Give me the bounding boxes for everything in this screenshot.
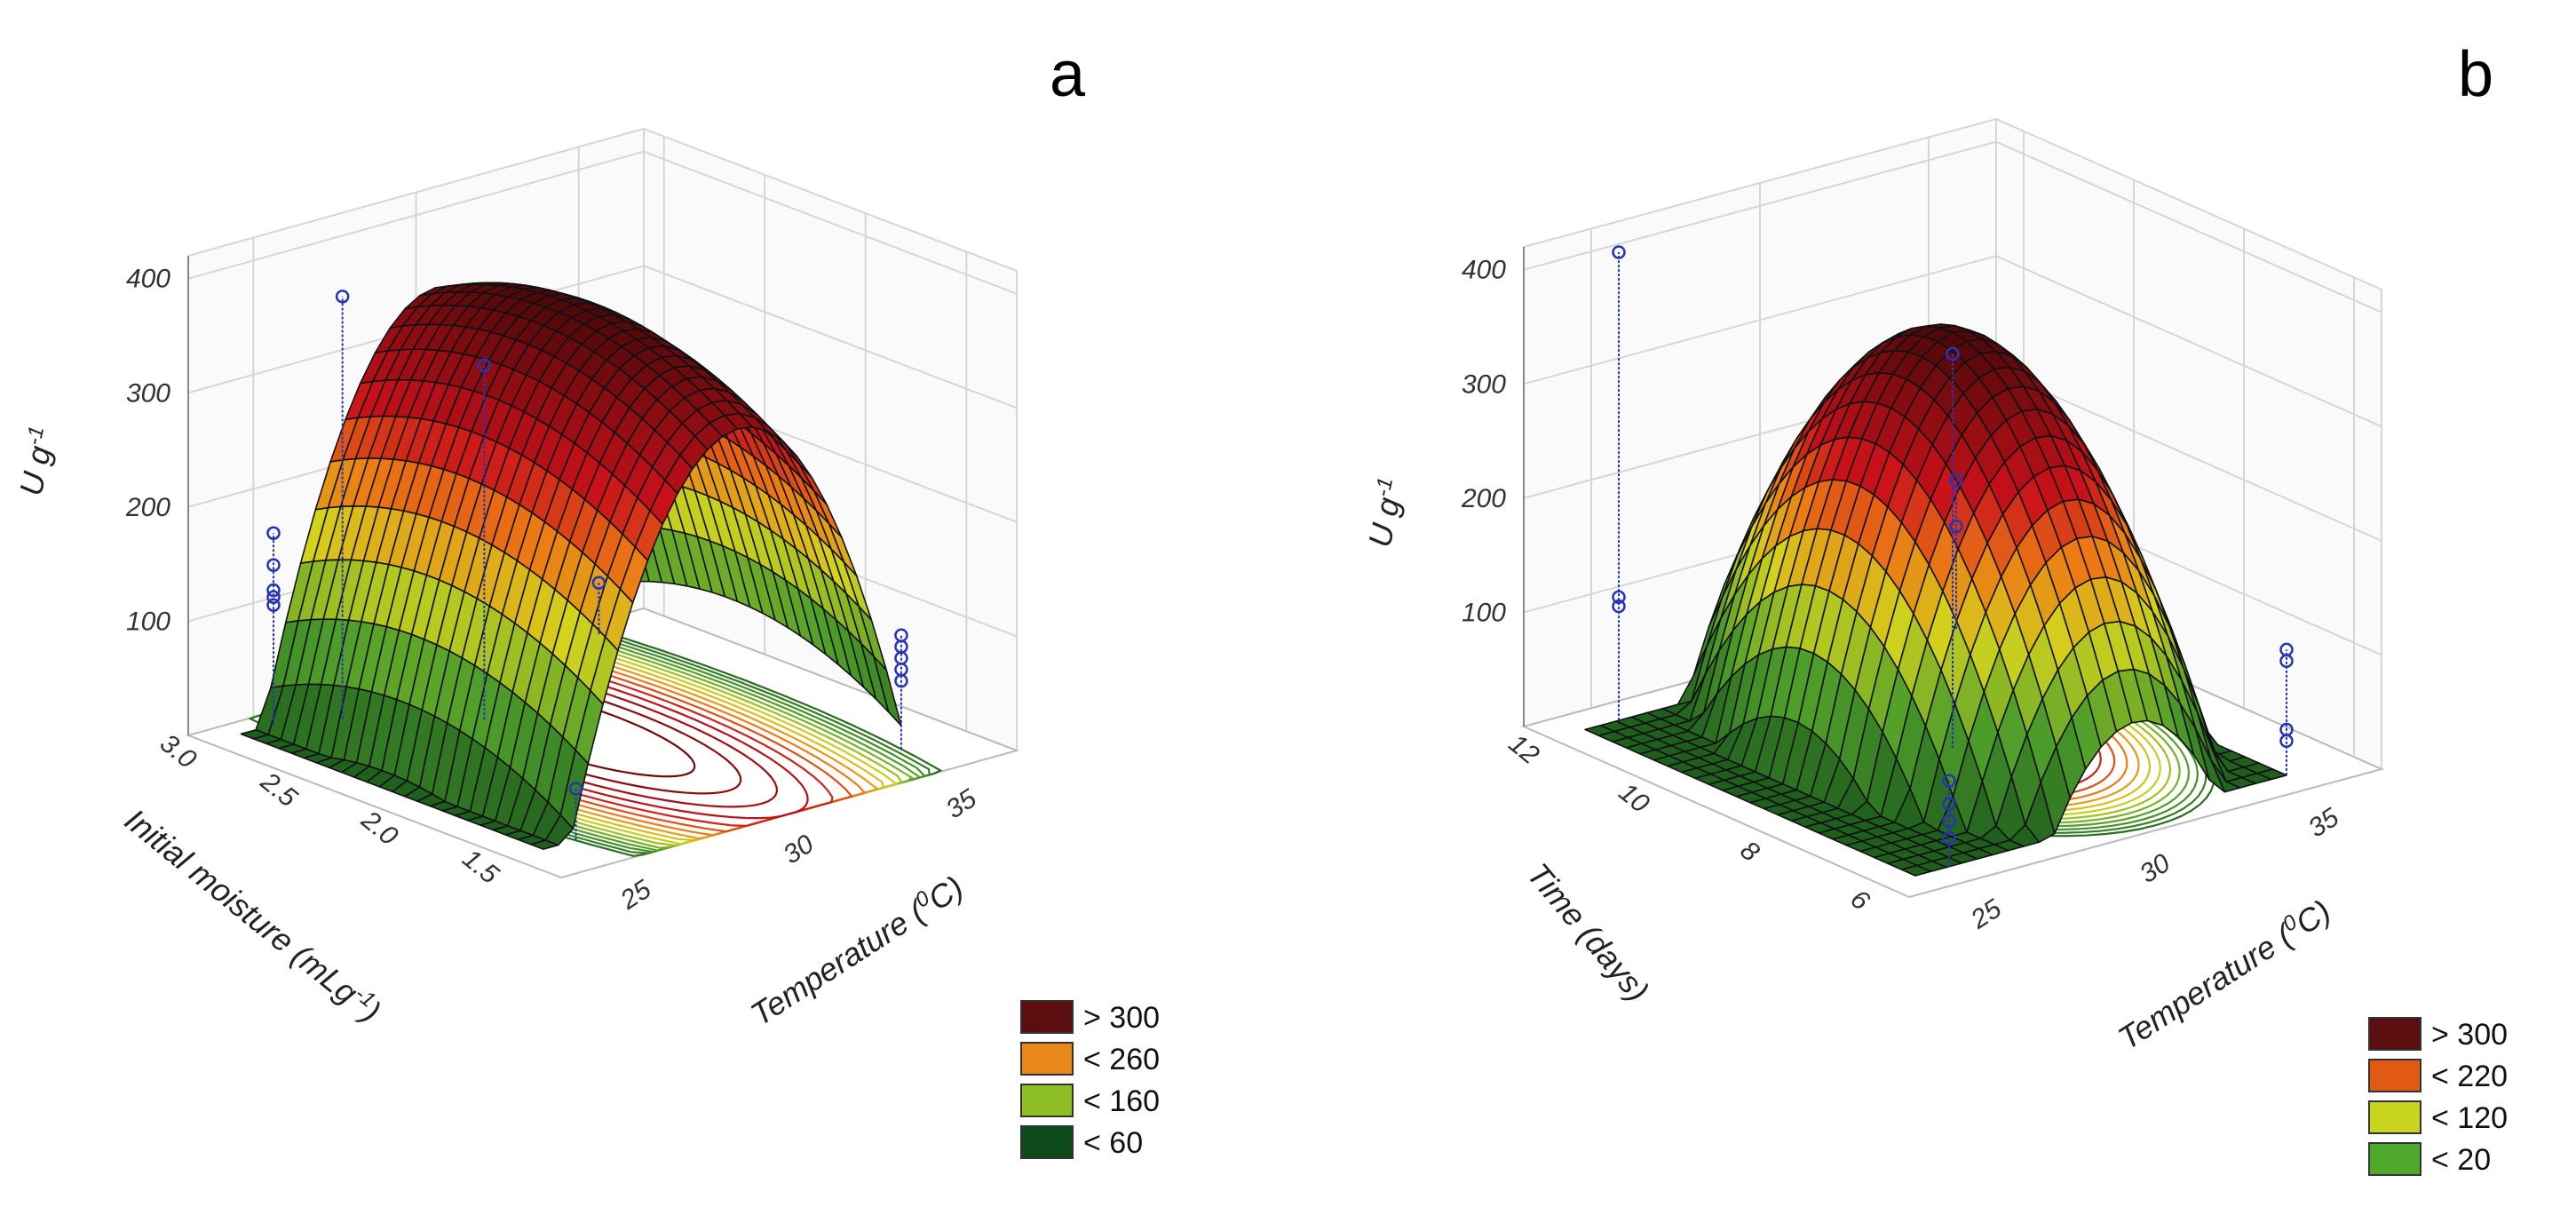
z-tick-label: 100 xyxy=(1462,598,1506,627)
legend-swatch xyxy=(1020,1042,1074,1076)
chart-panel-b: 100 200 300 400 25 30 35 6 8 10 12 b U g-1 Tempera… xyxy=(1359,39,2508,1177)
z-gridline xyxy=(187,265,1018,409)
z-gridline xyxy=(187,150,1018,295)
observed-point xyxy=(1612,599,1626,614)
observed-point xyxy=(266,558,281,572)
legend-swatch xyxy=(2368,1017,2421,1051)
legend-swatch xyxy=(2368,1100,2421,1134)
legend-label: < 120 xyxy=(2431,1101,2508,1135)
y-axis-label-a: Initial moisture (mLg-1) xyxy=(118,800,389,1029)
panel-letter-a: a xyxy=(1050,39,1086,110)
observed-point xyxy=(1946,346,1960,361)
observed-point xyxy=(477,358,492,373)
legend-label: > 300 xyxy=(1083,1001,1160,1035)
observed-points-a xyxy=(266,290,908,840)
y-tick-label: 6 xyxy=(1845,885,1875,917)
z-tick-label: 200 xyxy=(125,493,170,522)
y-axis-label-b: Time (days) xyxy=(1520,856,1656,1009)
legend-a: > 300 < 260 < 160 < 60 xyxy=(1020,1000,1160,1160)
z-tick-label: 400 xyxy=(126,265,170,294)
legend-swatch xyxy=(1020,1084,1074,1117)
z-gridline xyxy=(1523,255,2382,428)
observed-point xyxy=(1942,830,1956,846)
legend-label: < 60 xyxy=(1083,1126,1143,1160)
observed-point xyxy=(266,583,281,598)
x-tick-label: 35 xyxy=(941,783,982,824)
z-tick-label: 200 xyxy=(1461,484,1506,513)
surface-cell xyxy=(1900,864,1932,877)
z-axis-label-b: U g-1 xyxy=(1359,475,1411,551)
observed-point xyxy=(2279,642,2294,657)
x-axis-label-a: Temperature (0C) xyxy=(743,868,970,1033)
y-tick-label: 10 xyxy=(1613,777,1655,819)
legend-label: < 20 xyxy=(2431,1143,2491,1177)
observed-point xyxy=(266,598,281,612)
observed-point xyxy=(266,590,281,604)
x-tick-label: 30 xyxy=(778,829,819,870)
legend-swatch xyxy=(1020,1000,1074,1034)
observed-point xyxy=(1612,590,1626,605)
observed-point xyxy=(591,576,606,590)
observed-point xyxy=(1949,519,1963,534)
surface-cell xyxy=(529,839,559,850)
z-tick-label: 300 xyxy=(126,378,170,408)
observed-point xyxy=(1942,774,1956,789)
response-surface-b xyxy=(1584,323,2287,877)
x-tick-label: 25 xyxy=(1965,893,2007,935)
y-tick-label: 12 xyxy=(1503,729,1545,771)
legend-swatch xyxy=(2368,1142,2421,1176)
observed-point xyxy=(2279,722,2294,737)
observed-point xyxy=(568,782,583,796)
x-tick-label: 30 xyxy=(2135,848,2176,889)
legend-label: < 160 xyxy=(1083,1084,1160,1118)
x-tick-label: 35 xyxy=(2303,803,2344,844)
legend-b: > 300 < 220 < 120 < 20 xyxy=(2368,1017,2508,1177)
legend-label: < 260 xyxy=(1083,1043,1160,1076)
legend-swatch xyxy=(1020,1125,1074,1159)
legend-swatch xyxy=(2368,1059,2421,1092)
y-tick-label: 8 xyxy=(1735,836,1765,868)
legend-label: > 300 xyxy=(2431,1018,2508,1052)
response-surface-a xyxy=(240,282,902,850)
observed-point xyxy=(1949,473,1963,488)
observed-point xyxy=(1612,245,1626,259)
x-tick-label: 25 xyxy=(614,875,656,917)
observed-point xyxy=(894,628,908,642)
panel-letter-b: b xyxy=(2458,39,2493,110)
observed-point xyxy=(1942,797,1956,811)
z-axis-label-a: U g-1 xyxy=(11,424,62,499)
z-gridline xyxy=(1523,140,2382,314)
x-axis-label-b: Temperature (0C) xyxy=(2111,892,2337,1057)
z-tick-label: 100 xyxy=(126,607,170,636)
legend-label: < 220 xyxy=(2431,1060,2508,1093)
observed-point xyxy=(266,526,281,540)
z-tick-label: 300 xyxy=(1462,369,1506,399)
observed-point xyxy=(335,290,350,304)
z-tick-label: 400 xyxy=(1462,256,1506,285)
observed-points-b xyxy=(1612,245,2294,867)
observed-point xyxy=(1942,814,1956,829)
